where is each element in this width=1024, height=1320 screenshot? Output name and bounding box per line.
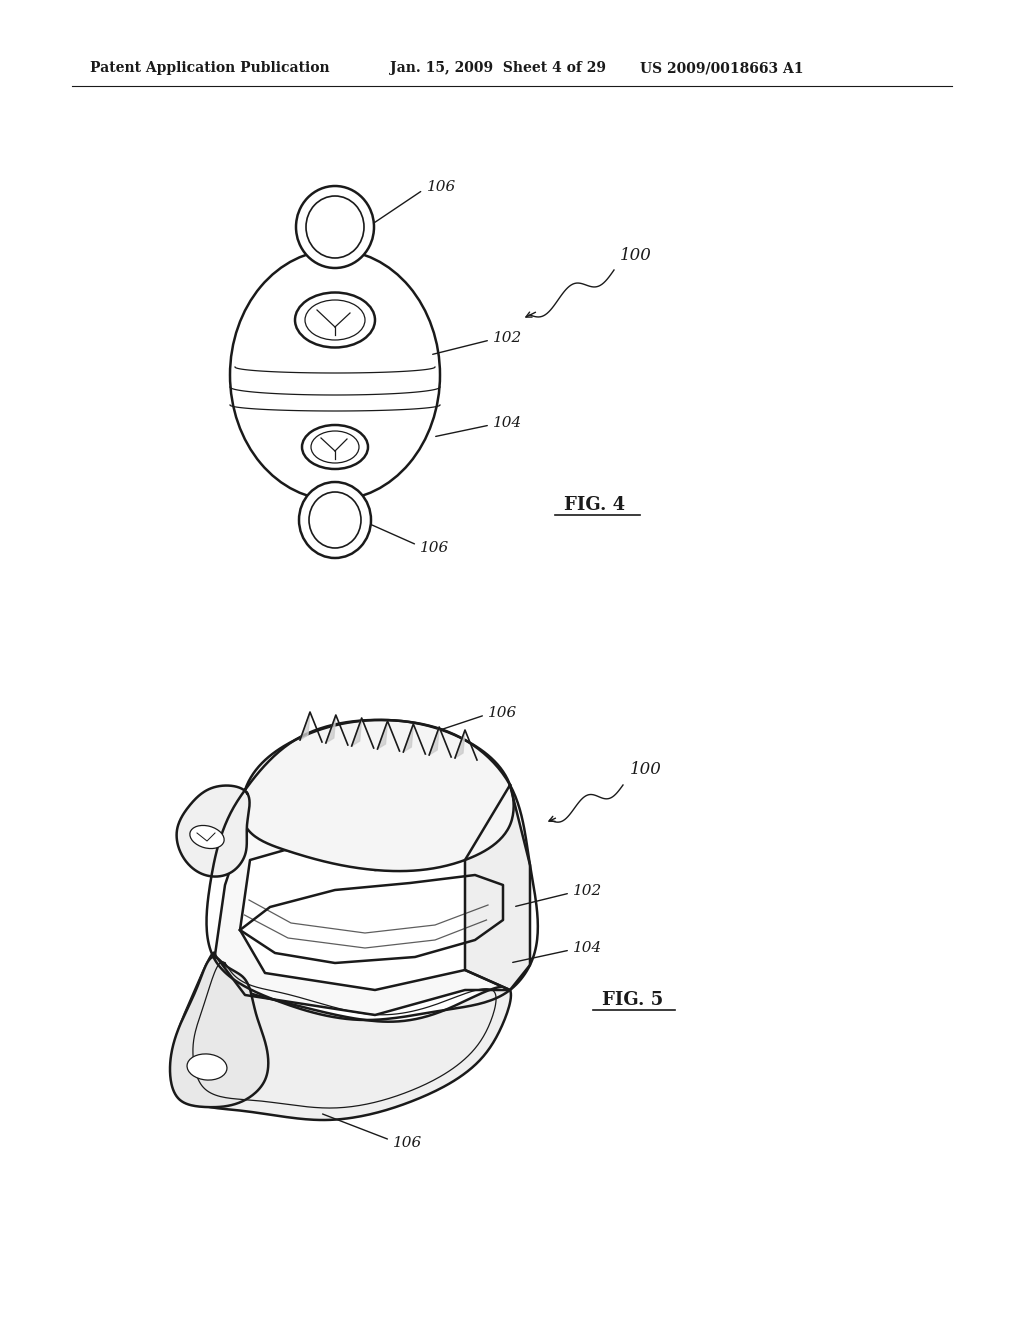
Polygon shape <box>429 727 439 755</box>
Polygon shape <box>465 785 530 990</box>
Polygon shape <box>300 711 310 741</box>
Text: Jan. 15, 2009  Sheet 4 of 29: Jan. 15, 2009 Sheet 4 of 29 <box>390 61 606 75</box>
Text: 106: 106 <box>427 180 457 194</box>
Text: 106: 106 <box>420 541 450 554</box>
Text: 102: 102 <box>573 884 602 898</box>
Text: FIG. 4: FIG. 4 <box>564 496 626 513</box>
Polygon shape <box>175 953 511 1119</box>
Text: 104: 104 <box>493 416 522 430</box>
Text: Patent Application Publication: Patent Application Publication <box>90 61 330 75</box>
Polygon shape <box>455 730 465 758</box>
Polygon shape <box>176 785 250 876</box>
Polygon shape <box>403 723 414 752</box>
Text: 106: 106 <box>488 706 517 719</box>
Polygon shape <box>242 719 514 871</box>
Text: US 2009/0018663 A1: US 2009/0018663 A1 <box>640 61 804 75</box>
Text: 100: 100 <box>620 247 652 264</box>
Text: 104: 104 <box>573 941 602 954</box>
Polygon shape <box>351 718 361 746</box>
Polygon shape <box>378 721 387 748</box>
Ellipse shape <box>296 186 374 268</box>
Text: 106: 106 <box>393 1137 422 1150</box>
Text: 102: 102 <box>493 331 522 345</box>
Text: 100: 100 <box>630 762 662 779</box>
Ellipse shape <box>302 425 368 469</box>
Polygon shape <box>170 957 268 1107</box>
Polygon shape <box>326 715 336 743</box>
Polygon shape <box>215 785 510 1015</box>
Ellipse shape <box>295 293 375 347</box>
Ellipse shape <box>187 1053 227 1080</box>
Ellipse shape <box>189 825 224 849</box>
Text: FIG. 5: FIG. 5 <box>602 991 664 1008</box>
Ellipse shape <box>299 482 371 558</box>
